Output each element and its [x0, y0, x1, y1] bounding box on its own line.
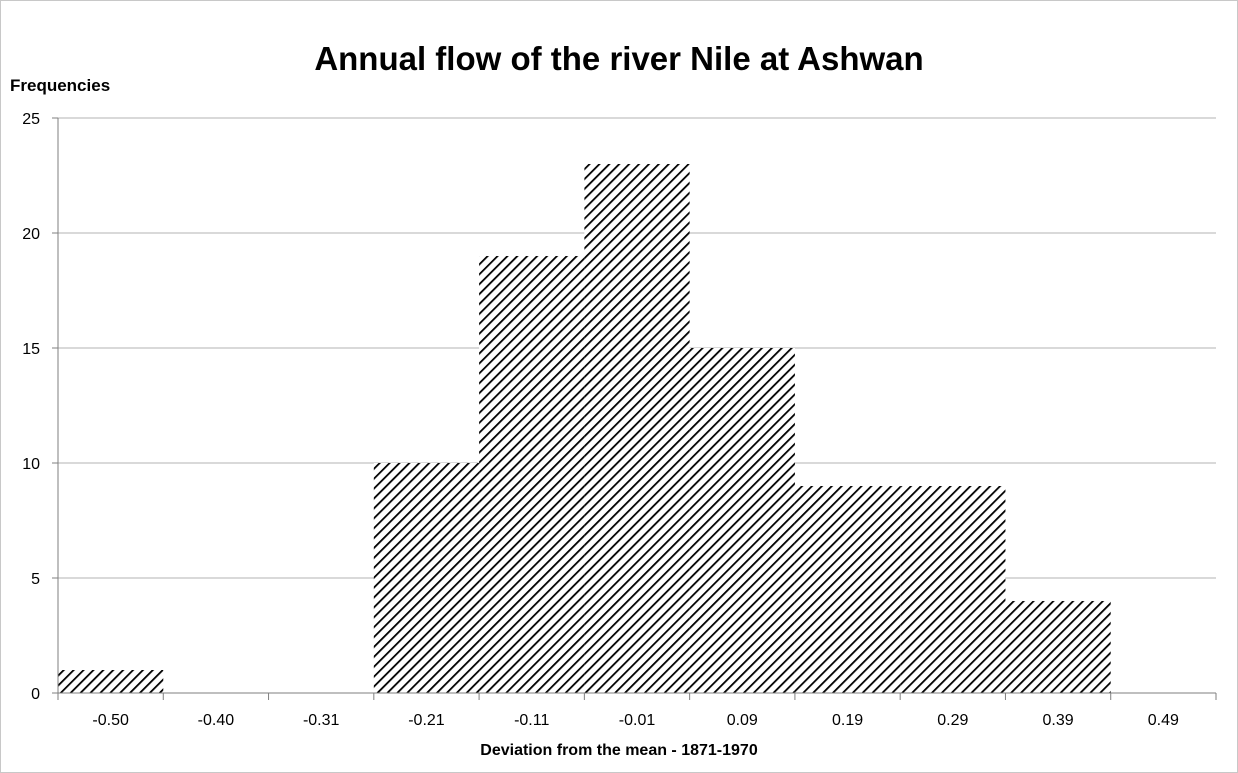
y-tick-labels: 0 5 10 15 20 25 — [22, 111, 58, 703]
y-tick-label: 0 — [31, 686, 40, 703]
y-tick-label: 25 — [22, 111, 40, 128]
bar-0.19 — [794, 486, 901, 693]
bar--0.01 — [584, 164, 690, 693]
y-tick-label: 10 — [22, 456, 40, 473]
x-tick-label: -0.21 — [408, 712, 445, 729]
x-tick-label: 0.39 — [1043, 712, 1074, 729]
x-tick-label: -0.50 — [92, 712, 129, 729]
x-tick-label: 0.49 — [1148, 712, 1179, 729]
y-axis-label: Frequencies — [10, 76, 111, 95]
x-tick-label: 0.09 — [727, 712, 758, 729]
y-tick-label: 5 — [31, 571, 40, 588]
axes-group — [57, 118, 1216, 694]
bar--0.50 — [58, 670, 164, 693]
bar-0.29 — [900, 486, 1006, 693]
y-tick-label: 20 — [22, 226, 40, 243]
bar-0.09 — [689, 348, 795, 693]
x-axis-label: Deviation from the mean - 1871-1970 — [480, 742, 758, 759]
bars-group — [58, 164, 1111, 693]
chart-title: Annual flow of the river Nile at Ashwan — [314, 40, 924, 77]
x-tick-label: -0.11 — [514, 712, 549, 729]
x-tick-label: -0.31 — [303, 712, 340, 729]
x-tick-label: -0.01 — [619, 712, 656, 729]
y-tick-label: 15 — [22, 341, 40, 358]
x-tick-label: 0.29 — [937, 712, 968, 729]
x-tick-labels: -0.50 -0.40 -0.31 -0.21 -0.11 -0.01 0.09 0.19 0.… — [57, 693, 1217, 729]
x-tick-label: 0.19 — [832, 712, 863, 729]
bar--0.21 — [373, 463, 480, 693]
x-tick-label: -0.40 — [198, 712, 235, 729]
bar-0.39 — [1005, 601, 1111, 693]
bar--0.11 — [479, 256, 585, 693]
